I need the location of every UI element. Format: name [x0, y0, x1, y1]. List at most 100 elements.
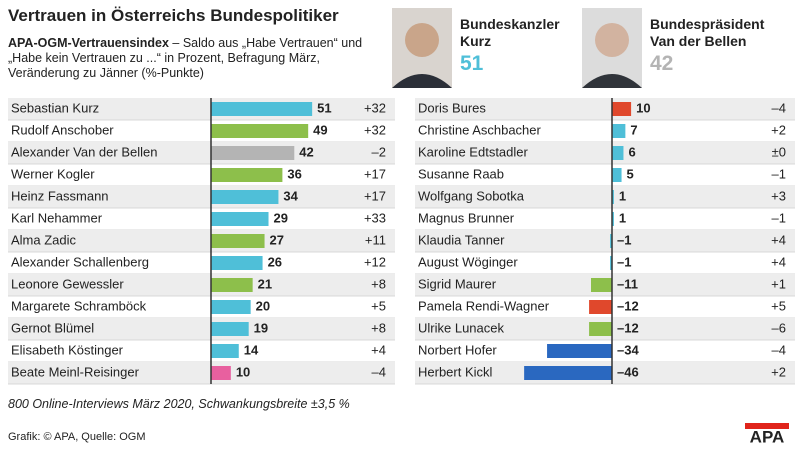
category-label: Karl Nehammer	[11, 210, 103, 225]
category-label: Susanne Raab	[418, 166, 504, 181]
highlight: Bundeskanzler Kurz	[460, 16, 560, 50]
value-label: 19	[254, 320, 268, 335]
source: Grafik: © APA, Quelle: OGM	[8, 431, 146, 443]
category-label: Alexander Schallenberg	[11, 254, 149, 269]
bar	[589, 300, 612, 314]
change-label: –6	[772, 320, 786, 335]
value-label: 27	[270, 232, 284, 247]
bar	[589, 322, 612, 336]
bar	[590, 278, 612, 292]
value-label: 20	[256, 298, 270, 313]
row-stripe	[415, 98, 795, 120]
bar	[211, 278, 253, 292]
photo-suit	[582, 74, 642, 88]
category-label: Norbert Hofer	[418, 342, 497, 357]
value-label: 51	[317, 100, 331, 115]
subtitle: – Saldo aus „Habe Vertrauen“ und „Habe k…	[8, 36, 363, 80]
bar	[612, 102, 632, 116]
bar	[211, 256, 263, 270]
change-label: +1	[771, 276, 786, 291]
change-label: –2	[372, 144, 386, 159]
change-label: +4	[371, 342, 386, 357]
row-stripe	[415, 186, 795, 208]
category-label: Pamela Rendi-Wagner	[418, 298, 550, 313]
highlight-name: Van der Bellen	[650, 33, 747, 49]
change-label: –4	[372, 364, 386, 379]
bar	[612, 212, 614, 226]
category-label: Beate Meinl-Reisinger	[11, 364, 140, 379]
row-stripe	[8, 274, 395, 296]
category-label: Alexander Van der Bellen	[11, 144, 157, 159]
title: Vertrauen in Österreichs Bundespolitiker	[8, 6, 339, 25]
change-label: +17	[364, 166, 386, 181]
row-stripe	[8, 318, 395, 340]
change-label: +33	[364, 210, 386, 225]
value-label: 6	[628, 144, 635, 159]
value-label: –11	[617, 276, 638, 291]
category-label: Werner Kogler	[11, 166, 95, 181]
value-label: 10	[636, 100, 650, 115]
category-label: Leonore Gewessler	[11, 276, 124, 291]
category-label: Doris Bures	[418, 100, 486, 115]
logo-bar	[745, 423, 789, 429]
change-label: +4	[771, 232, 786, 247]
bar	[524, 366, 612, 380]
change-label: +12	[364, 254, 386, 269]
change-label: +2	[771, 122, 786, 137]
bar	[211, 234, 265, 248]
value-label: –1	[617, 254, 631, 269]
change-label: +8	[371, 320, 386, 335]
row-stripe	[8, 230, 395, 252]
value-label: 42	[299, 144, 313, 159]
bar	[612, 190, 614, 204]
category-label: Rudolf Anschober	[11, 122, 114, 137]
bar	[610, 234, 612, 248]
bar	[612, 124, 626, 138]
value-label: 1	[619, 210, 626, 225]
row-stripe	[415, 230, 795, 252]
change-label: +4	[771, 254, 786, 269]
change-label: –4	[772, 100, 786, 115]
category-label: Klaudia Tanner	[418, 232, 505, 247]
highlight-value: 51	[460, 52, 484, 75]
bar	[211, 124, 309, 138]
category-label: Wolfgang Sobotka	[418, 188, 525, 203]
category-label: Christine Aschbacher	[418, 122, 542, 137]
highlight: Bundespräsident Van der Bellen	[650, 16, 764, 50]
bar	[211, 300, 251, 314]
bar	[211, 102, 313, 116]
value-label: 26	[268, 254, 282, 269]
change-label: +5	[371, 298, 386, 313]
bar	[610, 256, 612, 270]
change-label: +8	[371, 276, 386, 291]
category-label: August Wöginger	[418, 254, 518, 269]
value-label: 5	[627, 166, 634, 181]
category-label: Alma Zadic	[11, 232, 77, 247]
value-label: 21	[258, 276, 272, 291]
subtitle-block: APA-OGM-Vertrauensindex – Saldo aus „Hab…	[8, 36, 388, 81]
value-label: 7	[630, 122, 637, 137]
change-label: +5	[771, 298, 786, 313]
highlight-name: Kurz	[460, 33, 492, 49]
row-stripe	[415, 142, 795, 164]
bar	[211, 168, 283, 182]
change-label: +17	[364, 188, 386, 203]
category-label: Heinz Fassmann	[11, 188, 109, 203]
highlight-role: Bundespräsident	[650, 16, 765, 32]
category-label: Gernot Blümel	[11, 320, 94, 335]
footnote: 800 Online-Interviews März 2020, Schwank…	[8, 397, 350, 411]
value-label: 36	[287, 166, 301, 181]
row-stripe	[8, 142, 395, 164]
logo: APA	[750, 427, 785, 446]
category-label: Margarete Schramböck	[11, 298, 147, 313]
change-label: +11	[365, 232, 386, 247]
change-label: –1	[772, 166, 786, 181]
value-label: 49	[313, 122, 327, 137]
change-label: –4	[772, 342, 786, 357]
bar	[211, 366, 231, 380]
change-label: –1	[772, 210, 786, 225]
value-label: 1	[619, 188, 626, 203]
photo-face	[405, 23, 439, 57]
category-label: Elisabeth Köstinger	[11, 342, 124, 357]
